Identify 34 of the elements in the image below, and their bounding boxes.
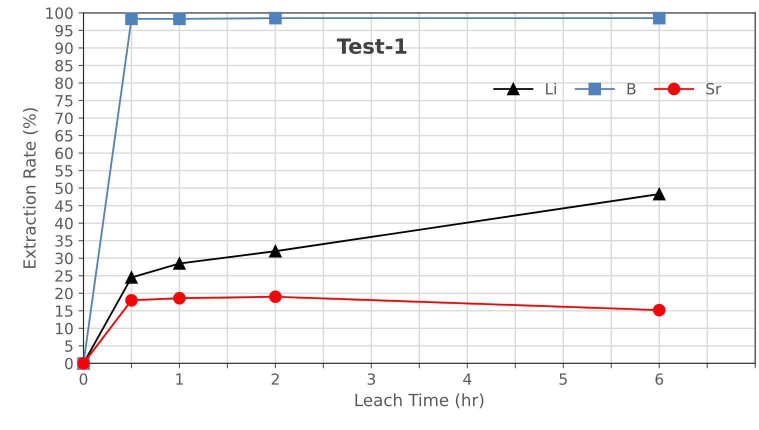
y-tick-label: 50 bbox=[56, 182, 73, 194]
y-tick-label: 10 bbox=[56, 322, 73, 334]
y-tick-label: 80 bbox=[55, 77, 73, 90]
y-tick-label: 35 bbox=[55, 235, 72, 247]
y-tick-label: 0 bbox=[65, 358, 73, 370]
x-tick-label: 3 bbox=[368, 373, 376, 385]
x-tick-label: 5 bbox=[560, 374, 567, 385]
y-tick-label: 40 bbox=[55, 218, 73, 230]
y-tick-label: 70 bbox=[56, 112, 73, 124]
x-tick-label: 0 bbox=[80, 373, 88, 385]
y-tick-label: 85 bbox=[55, 60, 72, 72]
y-tick-label: 25 bbox=[55, 270, 72, 282]
text: Test-1 bbox=[336, 38, 406, 54]
x-tick-label: 4 bbox=[463, 374, 472, 385]
y-axis-title: Extraction Rate (%) bbox=[22, 108, 38, 268]
legend-label: Li bbox=[546, 82, 556, 94]
x-tick-label: 2 bbox=[272, 373, 279, 385]
y-tick-label: 60 bbox=[55, 148, 73, 160]
y-tick-label: 90 bbox=[55, 42, 73, 54]
legend-label: B bbox=[628, 83, 636, 94]
x-tick-label: 1 bbox=[176, 374, 183, 385]
y-tick-label: 20 bbox=[55, 288, 73, 300]
y-tick-label: 100 bbox=[46, 7, 73, 19]
y-tick-label: 75 bbox=[56, 95, 72, 107]
y-tick-label: 55 bbox=[56, 165, 72, 177]
y-tick-label: 5 bbox=[65, 340, 72, 352]
x-tick-label: 6 bbox=[655, 373, 664, 385]
y-tick-label: 95 bbox=[55, 24, 72, 36]
legend-label: Sr bbox=[706, 82, 722, 95]
y-tick-label: 45 bbox=[55, 200, 72, 212]
y-tick-label: 30 bbox=[55, 252, 73, 264]
x-axis-title: Leach Time (hr) bbox=[355, 393, 484, 408]
y-tick-label: 15 bbox=[56, 305, 72, 317]
y-tick-label: 65 bbox=[55, 130, 72, 142]
